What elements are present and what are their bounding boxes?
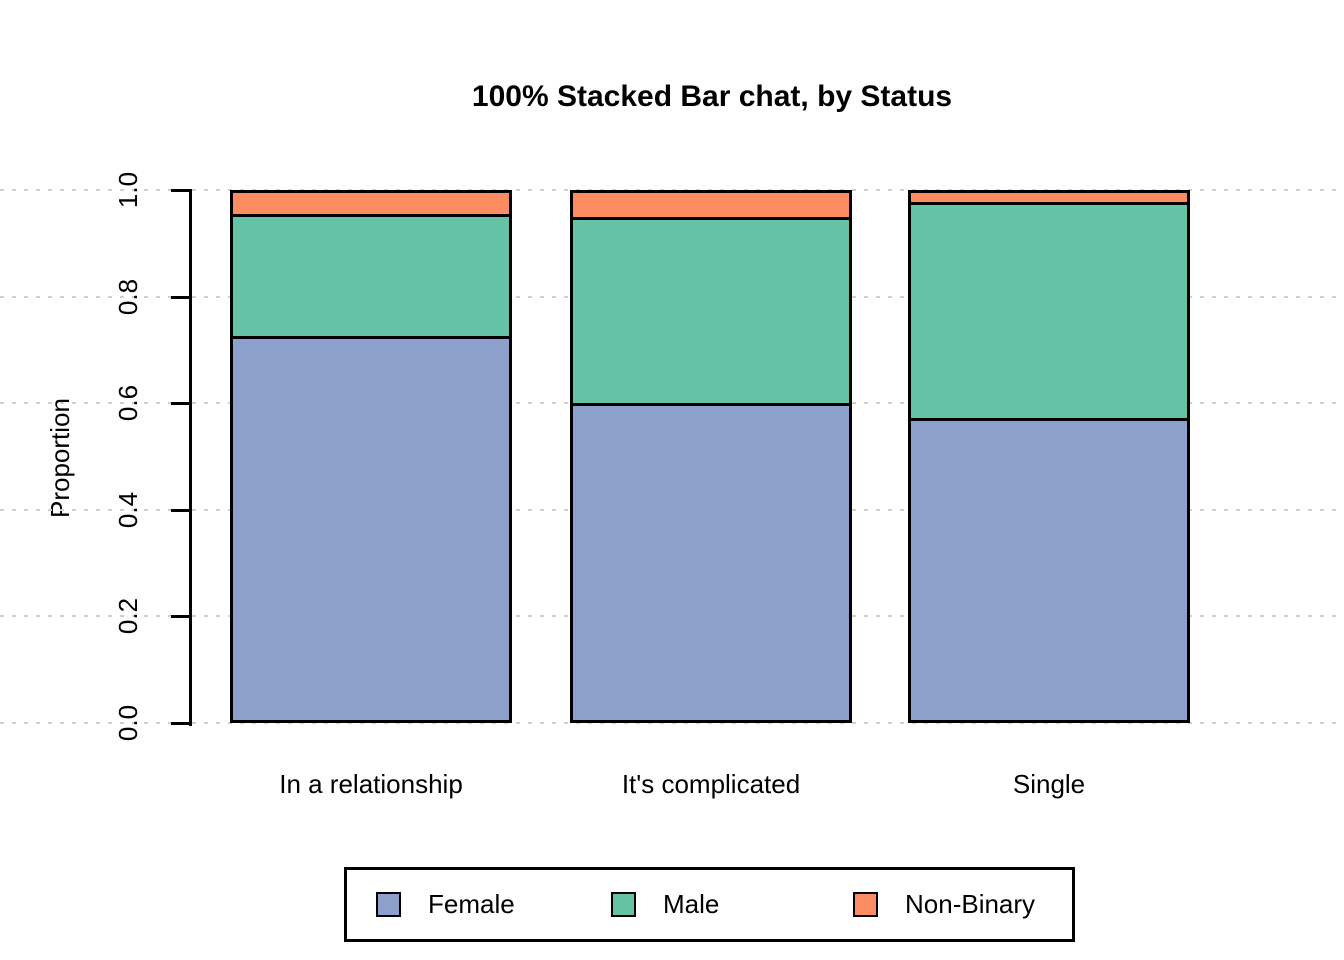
bar-segment-male: [570, 217, 852, 403]
legend-swatch-female: [376, 892, 401, 917]
y-tick-label: 1.0: [112, 171, 143, 209]
y-tick-label: 0.0: [112, 704, 143, 742]
bar-segment-female: [570, 403, 852, 723]
x-axis-label: It's complicated: [621, 769, 801, 799]
y-axis-tick: [171, 509, 190, 512]
bar-segment-non-binary: [230, 190, 512, 214]
y-axis-tick: [171, 402, 190, 405]
chart-title: 100% Stacked Bar chat, by Status: [471, 80, 953, 113]
legend-label: Male: [663, 889, 720, 919]
legend-swatch-male: [611, 892, 636, 917]
y-tick-label: 0.8: [112, 278, 143, 316]
legend-swatch-non-binary: [853, 892, 878, 917]
x-axis-label: Single: [1012, 769, 1086, 799]
y-tick-label: 0.6: [112, 384, 143, 422]
y-axis-tick: [171, 615, 190, 618]
legend-label: Non-Binary: [905, 889, 1036, 919]
x-axis-label: In a relationship: [279, 769, 463, 799]
y-axis-tick: [171, 722, 190, 725]
bar-segment-female: [908, 418, 1190, 723]
bar-segment-male: [230, 214, 512, 336]
bar-segment-female: [230, 336, 512, 723]
bar-segment-non-binary: [570, 190, 852, 217]
y-axis-line: [189, 189, 192, 726]
legend: Female Male Non-Binary: [344, 867, 1075, 942]
legend-item-female: Female: [376, 870, 515, 939]
legend-item-male: Male: [611, 870, 719, 939]
y-tick-label: 0.2: [112, 597, 143, 635]
bar-segment-male: [908, 202, 1190, 418]
legend-label: Female: [428, 889, 515, 919]
gridline-0.0: [0, 722, 1344, 724]
legend-item-non-binary: Non-Binary: [853, 870, 1035, 939]
y-axis-tick: [171, 189, 190, 192]
y-axis-title: Proportion: [44, 398, 75, 518]
bar-segment-non-binary: [908, 190, 1190, 202]
y-axis-tick: [171, 296, 190, 299]
y-tick-label: 0.4: [112, 491, 143, 529]
